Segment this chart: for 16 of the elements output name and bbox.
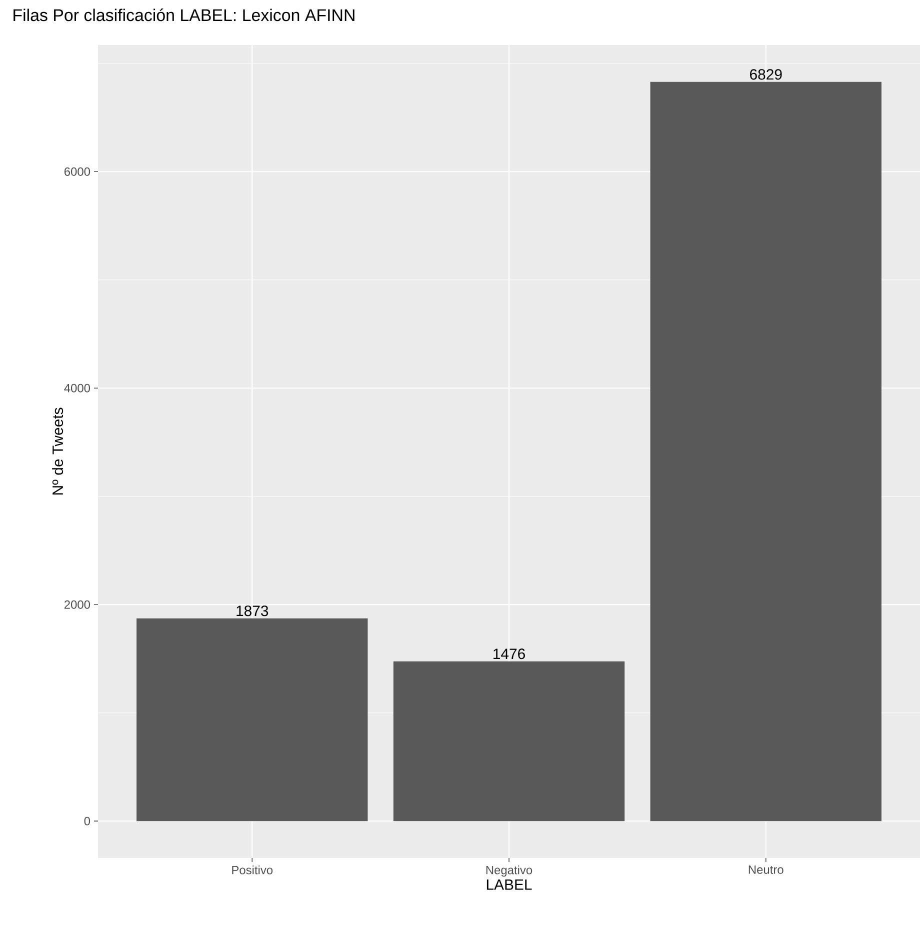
bar: [394, 661, 625, 822]
y-tick-label: 4000: [64, 384, 90, 392]
y-tick-label: 6000: [64, 167, 90, 176]
data-label: 1873: [236, 606, 268, 616]
y-axis-title: Nº de Tweets: [52, 408, 64, 495]
bar: [650, 82, 882, 822]
x-axis-title: LABEL: [487, 879, 532, 890]
x-tick-label: Neutro: [749, 866, 784, 874]
x-tick-label: Positivo: [232, 866, 273, 874]
data-label: 1476: [494, 648, 526, 660]
y-tick-label: 0: [84, 816, 90, 826]
y-tick-label: 2000: [64, 600, 90, 609]
chart-title: Filas Por clasificación LABEL: Lexicon AFINN: [14, 8, 355, 22]
bar: [136, 618, 368, 822]
x-tick-label: Negativo: [486, 866, 532, 877]
data-label: 6829: [750, 69, 782, 80]
